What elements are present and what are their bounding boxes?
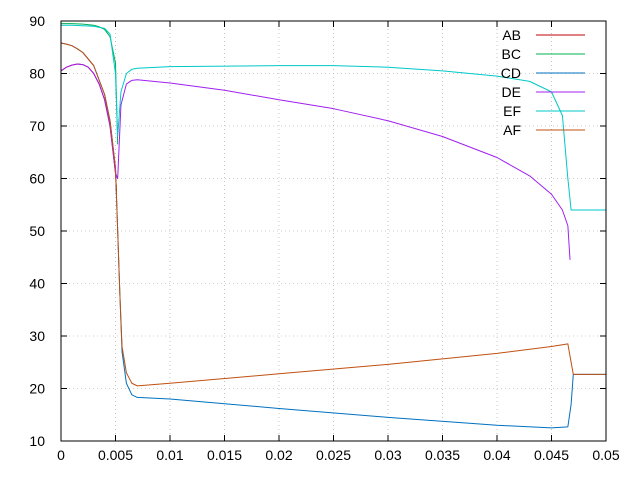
- legend-label-de: DE: [502, 84, 521, 100]
- series-layer: [60, 23, 606, 429]
- x-tick-label: 0.04: [483, 447, 510, 463]
- series-line-ab: [60, 63, 118, 192]
- x-tick-label: 0.01: [156, 447, 183, 463]
- series-line-ef: [61, 24, 606, 211]
- series-line-de: [60, 63, 571, 260]
- plot-frame: [60, 20, 607, 442]
- tick-layer: 0 0.005 0.01 0.015 0.02 0.025 0.03 0.035 0.04 0.0…: [29, 13, 619, 463]
- legend-label-af: AF: [503, 122, 521, 138]
- x-tick-label: 0.015: [207, 447, 242, 463]
- y-tick-label: 30: [29, 328, 45, 344]
- x-tick-label: 0.005: [98, 447, 133, 463]
- x-tick-label: 0.025: [316, 447, 351, 463]
- y-tick-label: 10: [29, 433, 45, 449]
- legend-label-bc: BC: [502, 46, 521, 62]
- x-tick-label: 0.035: [425, 447, 460, 463]
- y-tick-label: 60: [29, 171, 45, 187]
- x-tick-label: 0.05: [592, 447, 619, 463]
- legend-label-cd: CD: [501, 65, 521, 81]
- y-tick-label: 50: [29, 223, 45, 239]
- y-tick-label: 40: [29, 276, 45, 292]
- x-tick-label: 0: [57, 447, 65, 463]
- legend: AB BC CD DE EF AF: [501, 27, 585, 138]
- legend-label-ab: AB: [502, 27, 521, 43]
- x-tick-label: 0.02: [265, 447, 292, 463]
- x-tick-label: 0.045: [534, 447, 569, 463]
- legend-label-ef: EF: [503, 103, 521, 119]
- series-line-af: [60, 42, 606, 387]
- series-line-bc: [61, 23, 119, 145]
- y-tick-label: 70: [29, 118, 45, 134]
- y-tick-label: 90: [29, 13, 45, 29]
- grid-layer: [61, 21, 606, 441]
- x-tick-label: 0.03: [374, 447, 401, 463]
- y-tick-label: 80: [29, 66, 45, 82]
- series-line-cd: [60, 42, 606, 429]
- y-tick-label: 20: [29, 381, 45, 397]
